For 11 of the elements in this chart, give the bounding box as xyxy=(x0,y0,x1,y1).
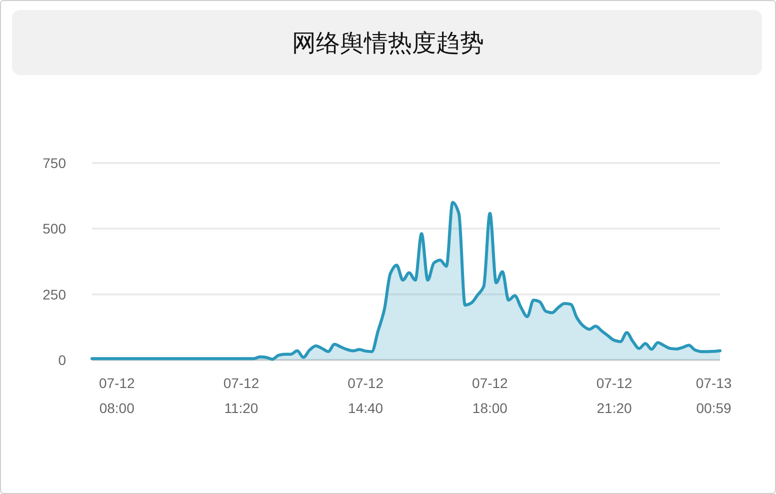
x-tick-label: 07-12 21:20 xyxy=(596,375,632,416)
y-tick-label: 750 xyxy=(42,155,66,171)
x-tick-label: 07-12 18:00 xyxy=(472,375,508,416)
y-tick-label: 250 xyxy=(42,286,66,302)
y-tick-label: 0 xyxy=(58,352,66,368)
x-tick-label: 07-12 11:20 xyxy=(223,375,260,416)
x-tick-label: 07-12 08:00 xyxy=(98,375,135,416)
chart-title: 网络舆情热度趋势 xyxy=(292,30,484,57)
y-tick-label: 500 xyxy=(42,220,66,237)
x-tick-label: 07-12 14:40 xyxy=(348,375,384,416)
x-tick-label: 07-13 00:59 xyxy=(696,375,732,416)
